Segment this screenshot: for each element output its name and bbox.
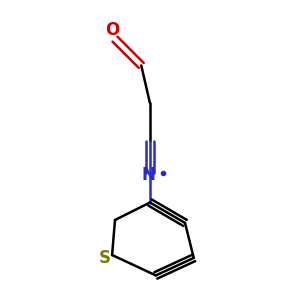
Text: S: S: [99, 249, 111, 267]
Text: N: N: [142, 166, 155, 184]
Text: O: O: [105, 21, 119, 39]
